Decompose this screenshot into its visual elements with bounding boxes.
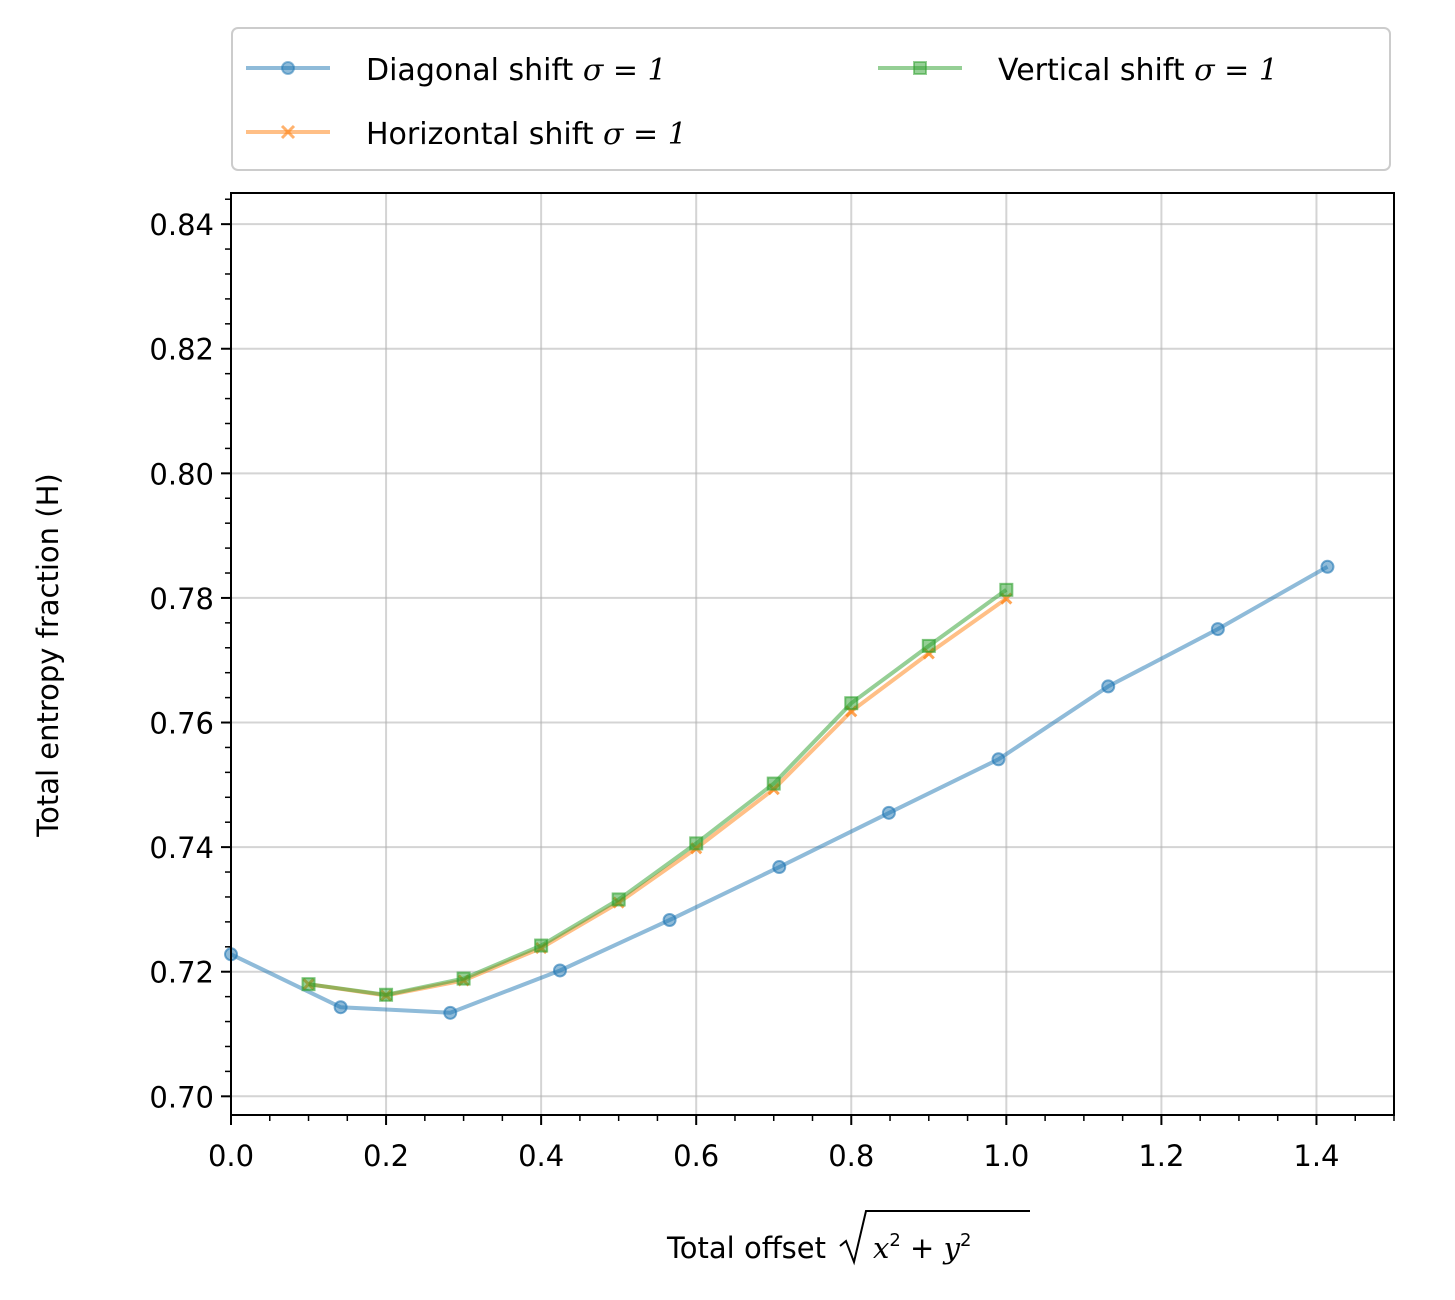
data-point xyxy=(1320,559,1335,574)
legend-marker-diagonal xyxy=(281,61,295,75)
legend-label-vertical: Vertical shift xyxy=(998,53,1185,88)
x-axis-label-text: Total offset xyxy=(666,1231,826,1265)
series-line xyxy=(308,588,1008,997)
series-circle xyxy=(224,559,1335,1020)
svg-text:Horizontal shift σ = 1: Horizontal shift σ = 1 xyxy=(366,117,687,152)
data-point xyxy=(844,696,859,711)
data-point xyxy=(333,1000,348,1015)
data-point xyxy=(456,971,471,986)
y-tick-label: 0.84 xyxy=(149,208,214,242)
legend-marker-vertical xyxy=(913,61,927,75)
y-tick-label: 0.82 xyxy=(149,333,214,367)
data-point xyxy=(1210,622,1225,637)
x-tick-label: 1.0 xyxy=(983,1139,1029,1173)
x-tick-label: 1.2 xyxy=(1138,1139,1184,1173)
legend-sigma-diagonal: σ = 1 xyxy=(583,53,667,88)
data-point xyxy=(689,836,704,851)
data-point xyxy=(1101,679,1116,694)
y-tick-label: 0.72 xyxy=(149,956,214,990)
legend-label-horizontal: Horizontal shift xyxy=(366,117,594,152)
svg-text:Diagonal shift σ = 1: Diagonal shift σ = 1 xyxy=(366,53,667,88)
legend-entry-horizontal: Horizontal shift σ = 1 xyxy=(246,117,687,152)
data-point xyxy=(379,987,394,1002)
series-layer xyxy=(224,559,1335,1020)
ticks: 0.0 0.2 0.4 0.6 0.8 1.0 1.2 1.4 0.70 0.72 0.74 0.76… xyxy=(149,198,1395,1173)
x-axis-label-plus: + xyxy=(901,1231,944,1265)
data-point xyxy=(611,892,626,907)
y-tick-label: 0.78 xyxy=(149,582,214,616)
data-point xyxy=(534,938,549,953)
legend-frame xyxy=(231,27,1391,171)
svg-text:x2 + y2: x2 + y2 xyxy=(873,1230,971,1265)
x-tick-label: 0.8 xyxy=(828,1139,874,1173)
legend-label-diagonal: Diagonal shift xyxy=(366,53,573,88)
y-tick-label: 0.70 xyxy=(149,1080,214,1114)
svg-text:Vertical shift σ = 1: Vertical shift σ = 1 xyxy=(998,53,1278,88)
legend-entry-diagonal: Diagonal shift σ = 1 xyxy=(246,53,667,88)
x-axis-label-exp2: 2 xyxy=(960,1230,971,1251)
legend: Diagonal shift σ = 1 Horizontal shift σ … xyxy=(231,27,1391,171)
data-point xyxy=(881,805,896,820)
legend-marker-horizontal xyxy=(280,124,296,140)
y-tick-label: 0.74 xyxy=(149,831,214,865)
x-axis-label: Total offset x2 + y2 xyxy=(666,1210,1030,1266)
y-tick-label: 0.80 xyxy=(149,457,214,491)
x-axis-label-radical xyxy=(839,1210,1030,1266)
data-point xyxy=(999,582,1014,597)
series-square xyxy=(301,582,1014,1002)
legend-sigma-horizontal: σ = 1 xyxy=(603,117,687,152)
y-tick-label: 0.76 xyxy=(149,707,214,741)
data-point xyxy=(921,638,936,653)
data-point xyxy=(552,963,567,978)
x-tick-label: 0.0 xyxy=(208,1139,254,1173)
x-axis-label-exp1: 2 xyxy=(889,1230,900,1251)
x-tick-label: 0.4 xyxy=(518,1139,564,1173)
y-axis-label: Total entropy fraction (H) xyxy=(31,473,65,837)
data-point xyxy=(766,776,781,791)
legend-sigma-vertical: σ = 1 xyxy=(1194,53,1278,88)
x-axis-label-x: x xyxy=(873,1231,889,1265)
data-point xyxy=(662,913,677,928)
data-point xyxy=(301,977,316,992)
x-axis-label-y: y xyxy=(942,1231,961,1265)
grid xyxy=(230,193,1394,1115)
data-point xyxy=(772,860,787,875)
data-point xyxy=(991,752,1006,767)
x-tick-label: 0.6 xyxy=(673,1139,719,1173)
x-tick-label: 1.4 xyxy=(1293,1139,1339,1173)
legend-entry-vertical: Vertical shift σ = 1 xyxy=(878,53,1278,88)
data-point xyxy=(443,1005,458,1020)
x-tick-label: 0.2 xyxy=(363,1139,409,1173)
